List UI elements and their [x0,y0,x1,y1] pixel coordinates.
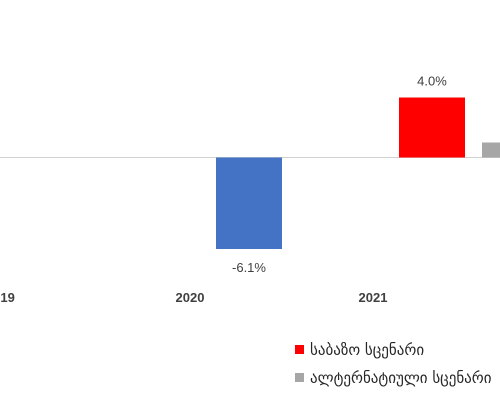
bar-baseline-2021 [399,97,465,158]
bar-actual-2020 [216,157,282,249]
legend-label-1: ალტერნატიული სცენარი [310,369,492,387]
bars-group [216,97,500,249]
legend-swatch-1 [295,373,304,382]
tick-label-0: 019 [0,290,15,305]
tick-label-1: 2020 [176,290,205,305]
legend: საბაზო სცენარი ალტერნატიული სცენარი [295,341,492,387]
category-ticks-group: 019 2020 2021 [0,290,387,305]
data-label-baseline-2021: 4.0% [417,74,447,89]
tick-label-2: 2021 [359,290,388,305]
bar-alternative-2021 [482,142,500,158]
data-label-actual-2020: -6.1% [232,260,266,275]
value-labels-group: -6.1%4.0%51.0% [232,74,447,276]
legend-label-0: საბაზო სცენარი [310,341,424,359]
legend-swatch-0 [295,345,304,354]
